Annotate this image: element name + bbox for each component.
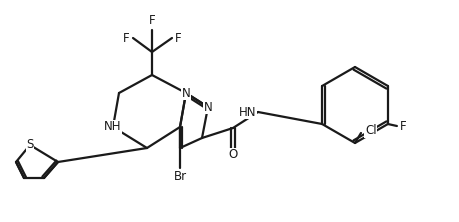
Text: N: N (203, 101, 212, 113)
Text: Br: Br (173, 170, 186, 182)
Text: HN: HN (238, 105, 256, 119)
Text: F: F (123, 32, 130, 44)
Text: Cl: Cl (364, 125, 376, 137)
Text: F: F (174, 32, 181, 44)
Text: F: F (148, 14, 155, 27)
Text: F: F (399, 119, 406, 133)
Text: S: S (26, 139, 34, 151)
Text: NH: NH (104, 121, 122, 133)
Text: O: O (228, 149, 237, 161)
Text: N: N (181, 87, 190, 99)
